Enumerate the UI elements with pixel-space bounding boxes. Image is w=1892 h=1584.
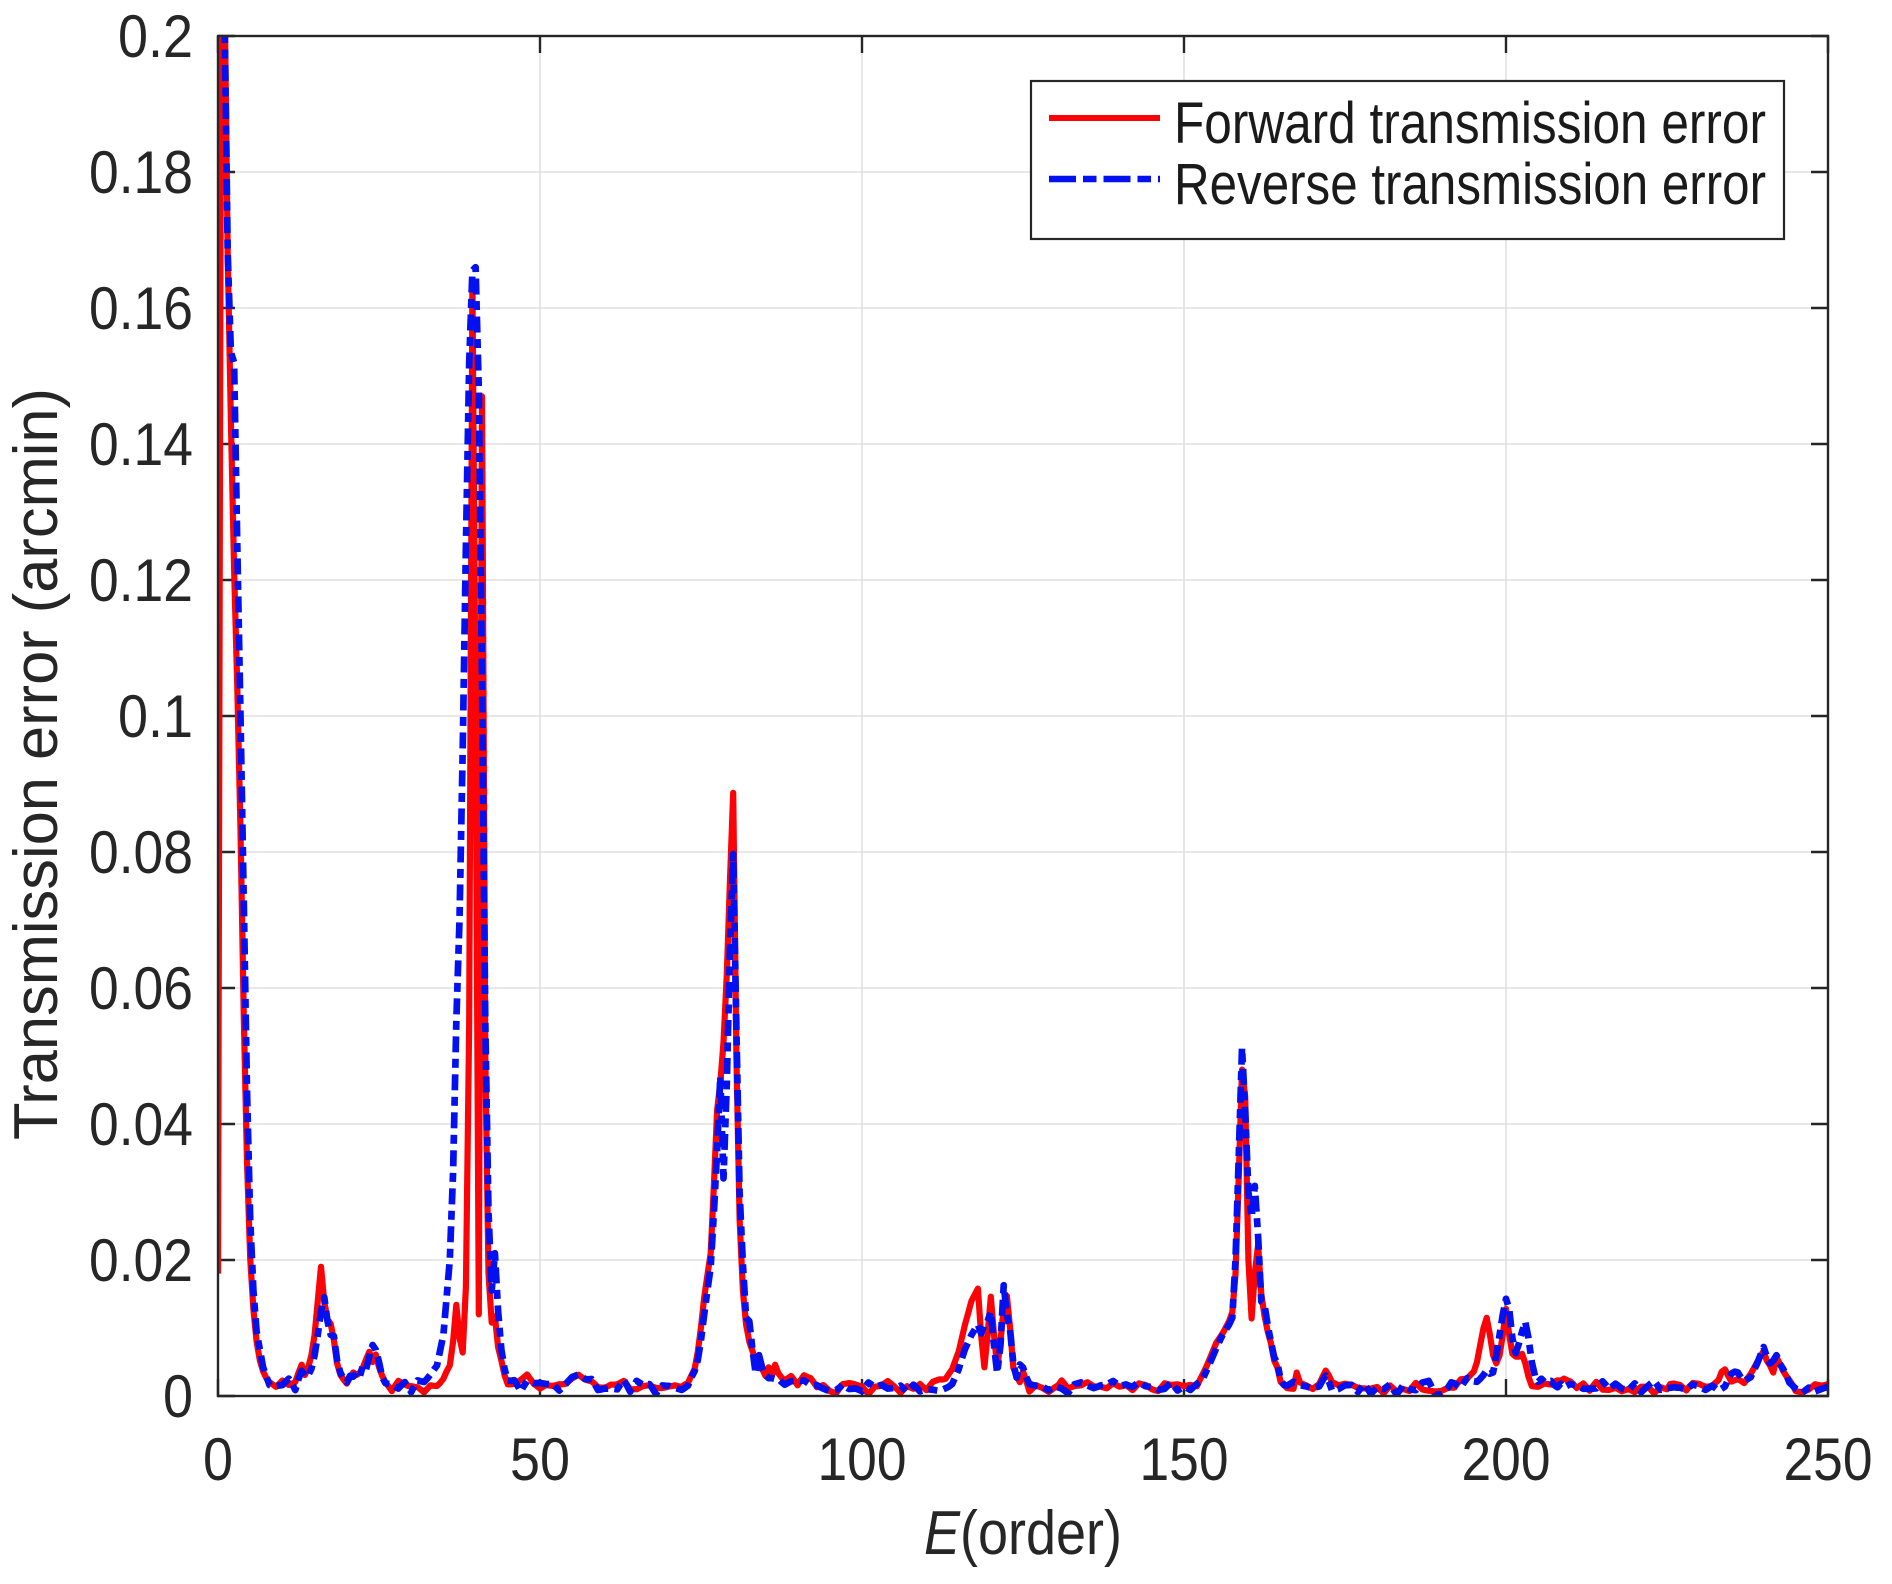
svg-text:E(order): E(order) (924, 1499, 1122, 1568)
svg-text:0.18: 0.18 (89, 139, 193, 206)
svg-text:150: 150 (1140, 1426, 1229, 1493)
svg-text:0.04: 0.04 (89, 1091, 193, 1158)
svg-text:Reverse transmission error: Reverse transmission error (1174, 152, 1766, 217)
svg-text:0.14: 0.14 (89, 411, 193, 478)
svg-text:0.12: 0.12 (89, 547, 193, 614)
svg-text:Forward transmission error: Forward transmission error (1174, 91, 1766, 156)
svg-text:0.2: 0.2 (118, 3, 193, 70)
svg-text:250: 250 (1784, 1426, 1873, 1493)
svg-text:0.1: 0.1 (118, 683, 193, 750)
svg-text:Transmission error (arcmin): Transmission error (arcmin) (2, 388, 71, 1140)
svg-text:0.06: 0.06 (89, 955, 193, 1022)
svg-text:0: 0 (163, 1363, 193, 1430)
svg-text:0: 0 (203, 1426, 233, 1493)
svg-text:100: 100 (818, 1426, 907, 1493)
svg-text:0.08: 0.08 (89, 819, 193, 886)
svg-text:0.02: 0.02 (89, 1227, 193, 1294)
svg-text:0.16: 0.16 (89, 275, 193, 342)
svg-text:50: 50 (510, 1426, 570, 1493)
svg-text:200: 200 (1462, 1426, 1551, 1493)
